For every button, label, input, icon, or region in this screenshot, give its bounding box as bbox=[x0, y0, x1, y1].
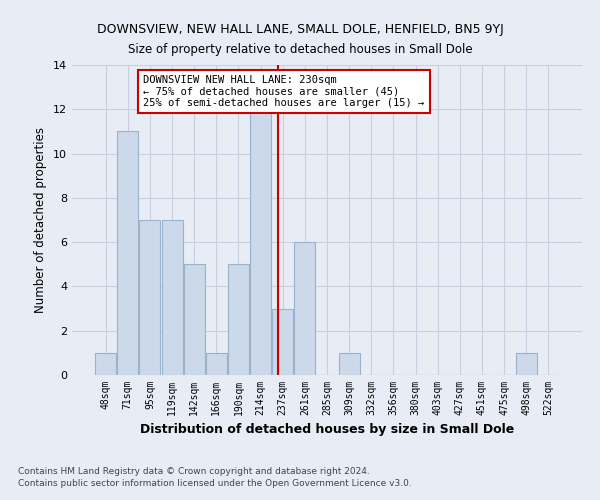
Bar bbox=[206, 353, 227, 375]
Bar bbox=[515, 353, 536, 375]
Bar bbox=[95, 353, 116, 375]
Y-axis label: Number of detached properties: Number of detached properties bbox=[34, 127, 47, 313]
Text: Contains HM Land Registry data © Crown copyright and database right 2024.: Contains HM Land Registry data © Crown c… bbox=[18, 467, 370, 476]
Bar bbox=[272, 308, 293, 375]
Text: DOWNSVIEW NEW HALL LANE: 230sqm
← 75% of detached houses are smaller (45)
25% of: DOWNSVIEW NEW HALL LANE: 230sqm ← 75% of… bbox=[143, 75, 425, 108]
Bar bbox=[118, 132, 139, 375]
X-axis label: Distribution of detached houses by size in Small Dole: Distribution of detached houses by size … bbox=[140, 424, 514, 436]
Bar bbox=[139, 220, 160, 375]
Bar bbox=[228, 264, 249, 375]
Bar bbox=[161, 220, 182, 375]
Text: Contains public sector information licensed under the Open Government Licence v3: Contains public sector information licen… bbox=[18, 478, 412, 488]
Text: Size of property relative to detached houses in Small Dole: Size of property relative to detached ho… bbox=[128, 42, 472, 56]
Bar bbox=[338, 353, 359, 375]
Text: DOWNSVIEW, NEW HALL LANE, SMALL DOLE, HENFIELD, BN5 9YJ: DOWNSVIEW, NEW HALL LANE, SMALL DOLE, HE… bbox=[97, 22, 503, 36]
Bar bbox=[295, 242, 316, 375]
Bar bbox=[184, 264, 205, 375]
Bar bbox=[250, 110, 271, 375]
